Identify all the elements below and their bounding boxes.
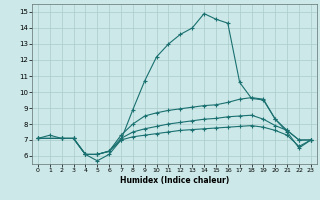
- X-axis label: Humidex (Indice chaleur): Humidex (Indice chaleur): [120, 176, 229, 185]
